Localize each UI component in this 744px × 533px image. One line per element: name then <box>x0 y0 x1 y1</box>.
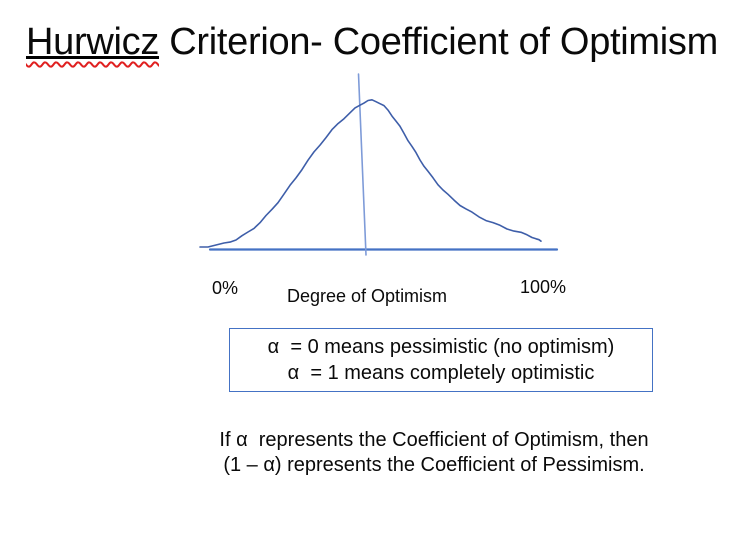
spellcheck-squiggle: Hurwicz <box>26 21 160 63</box>
alpha-definition-line-2: α = 1 means completely optimistic <box>287 362 595 384</box>
coefficient-statement-line-1: If α represents the Coefficient of Optim… <box>219 429 649 451</box>
alpha-definition-box: α = 0 means pessimistic (no optimism) α … <box>229 328 653 392</box>
x-axis-min-label: 0% <box>212 278 239 298</box>
x-axis-max-label: 100% <box>520 277 567 297</box>
title-word-hurwicz: Hurwicz <box>26 21 159 63</box>
slide-title: Hurwicz Criterion- Coefficient of Optimi… <box>0 20 744 64</box>
peak-vertical-line <box>357 73 367 256</box>
title-rest: Criterion- Coefficient of Optimism <box>159 21 718 63</box>
coefficient-statement: If α represents the Coefficient of Optim… <box>134 428 734 478</box>
coefficient-statement-line-2: (1 – α) represents the Coefficient of Pe… <box>223 454 645 476</box>
x-axis-title: Degree of Optimism <box>287 286 448 306</box>
bell-curve-path <box>199 99 542 248</box>
alpha-definition-line-1: α = 0 means pessimistic (no optimism) <box>267 336 615 358</box>
